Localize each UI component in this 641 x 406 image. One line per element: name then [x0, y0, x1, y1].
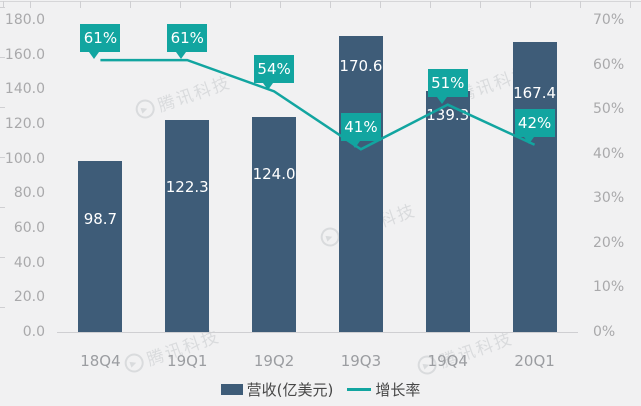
- revenue-bar-swatch-icon: [220, 384, 243, 395]
- left-axis-tick-label: 40.0: [13, 254, 45, 271]
- x-axis-category-label: 19Q4: [427, 352, 468, 370]
- revenue-bar-value-label: 124.0: [252, 165, 296, 183]
- revenue-bar: [78, 160, 123, 332]
- growth-callout-label: 54%: [254, 55, 295, 91]
- right-axis-tick-label: 30%: [593, 190, 625, 207]
- growth-callout-label: 61%: [80, 24, 121, 60]
- top-axis-tick: [230, 1, 231, 8]
- left-edge-tick: [0, 307, 5, 308]
- top-axis-tick: [380, 1, 381, 8]
- watermark-text: 腾讯科技: [155, 72, 234, 117]
- top-axis-tick: [480, 1, 481, 8]
- watermark-play-circle-icon: ▶: [133, 96, 158, 122]
- top-axis-line: [0, 1, 641, 2]
- growth-line-swatch-icon: [347, 388, 372, 391]
- x-axis-category-label: 19Q3: [340, 352, 382, 370]
- right-axis-tick-label: 20%: [593, 234, 625, 251]
- right-axis-tick-label: 40%: [593, 145, 625, 162]
- left-axis-tick-label: 0.0: [22, 324, 45, 340]
- top-axis-tick: [430, 1, 431, 8]
- growth-callout-label: 51%: [427, 68, 468, 104]
- top-axis-tick: [630, 1, 631, 8]
- top-axis-tick: [80, 1, 81, 8]
- right-axis-tick-label: 0%: [593, 324, 616, 340]
- left-axis-tick-label: 180.0: [4, 12, 45, 28]
- top-axis-tick: [130, 1, 131, 8]
- legend-item-revenue: 营收(亿美元): [220, 379, 334, 400]
- left-edge-tick: [0, 57, 5, 58]
- right-axis-tick-label: 50%: [593, 101, 625, 118]
- top-axis-tick: [580, 1, 581, 8]
- left-axis-tick-label: 120.0: [4, 116, 45, 132]
- legend-revenue-label: 营收(亿美元): [246, 381, 334, 399]
- left-edge-tick: [0, 7, 5, 8]
- left-axis-tick-label: 80.0: [13, 185, 45, 202]
- top-axis-tick: [330, 1, 331, 8]
- revenue-bar-value-label: 139.3: [426, 106, 470, 124]
- growth-callout-label: 41%: [340, 113, 381, 149]
- x-axis-line: [57, 332, 578, 333]
- legend-item-growth: 增长率: [347, 379, 420, 400]
- top-axis-tick: [30, 1, 31, 8]
- x-axis-category-label: 19Q1: [167, 352, 208, 370]
- revenue-bar: [425, 90, 470, 332]
- left-edge-tick: [0, 107, 5, 108]
- right-axis-tick-label: 60%: [593, 56, 625, 73]
- right-axis-tick-label: 10%: [593, 279, 625, 296]
- left-axis-tick-label: 160.0: [4, 46, 45, 63]
- top-axis-tick: [280, 1, 281, 8]
- left-edge-tick: [0, 257, 5, 258]
- revenue-bar: [338, 36, 383, 332]
- legend-growth-label: 增长率: [375, 381, 421, 399]
- left-axis-tick-label: 100.0: [4, 150, 45, 167]
- top-axis-tick: [530, 1, 531, 8]
- left-axis-tick-label: 20.0: [13, 289, 45, 306]
- legend: 营收(亿美元) 增长率: [0, 379, 641, 400]
- growth-callout-label: 61%: [167, 24, 208, 60]
- revenue-bar-value-label: 122.3: [165, 178, 209, 196]
- left-axis-tick-label: 60.0: [13, 220, 45, 236]
- revenue-bar: [165, 120, 210, 332]
- revenue-bar-value-label: 167.4: [513, 84, 557, 102]
- revenue-bar: [252, 117, 297, 332]
- revenue-bar-value-label: 98.7: [83, 210, 118, 228]
- top-axis-tick: [3, 1, 4, 8]
- x-axis-category-label: 20Q1: [514, 352, 555, 370]
- x-axis-category-label: 18Q4: [80, 352, 121, 370]
- watermark-tencent-tech: ▶腾讯科技: [132, 68, 234, 124]
- top-axis-tick: [180, 1, 181, 8]
- growth-callout-label: 42%: [514, 108, 555, 144]
- left-edge-tick: [0, 207, 5, 208]
- left-axis-tick-label: 140.0: [4, 81, 45, 98]
- left-edge-tick: [0, 157, 5, 158]
- revenue-bar-value-label: 170.6: [339, 57, 383, 75]
- x-axis-category-label: 19Q2: [253, 352, 295, 370]
- right-axis-tick-label: 70%: [593, 12, 625, 28]
